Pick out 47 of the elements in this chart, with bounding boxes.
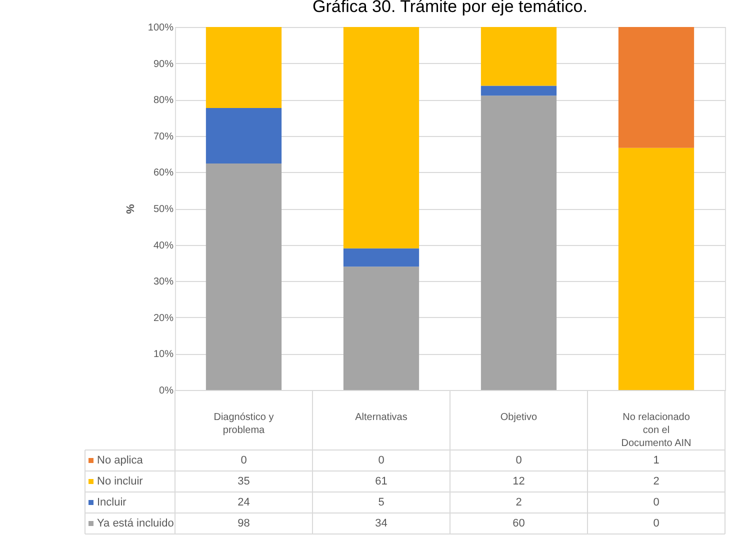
text: 0	[378, 454, 384, 466]
y-axis-title: %	[124, 204, 137, 214]
bar	[343, 266, 420, 390]
text: 2	[516, 496, 522, 508]
legend-label: No incluir	[97, 476, 144, 488]
text: 0	[653, 518, 660, 530]
text: 0	[240, 454, 247, 466]
text: 2	[653, 476, 660, 488]
y-tick-label: 80%	[153, 95, 174, 106]
text: 60	[512, 518, 525, 530]
bar	[618, 27, 694, 148]
y-tick-label: 100%	[148, 22, 174, 34]
legend-label: Ya está incluido	[97, 518, 174, 530]
bar	[206, 27, 282, 108]
text: 34	[375, 518, 388, 530]
y-tick-label: 60%	[153, 168, 174, 179]
x-tick-label: Objetivo	[500, 412, 538, 423]
y-tick-label: 10%	[153, 349, 174, 360]
text: 0	[653, 496, 660, 508]
text: 0	[516, 454, 522, 466]
legend-label: No aplica	[97, 454, 144, 466]
text: 35	[238, 476, 250, 488]
bar	[480, 86, 557, 96]
bar	[206, 163, 282, 390]
bar	[480, 96, 557, 390]
bar	[206, 108, 282, 164]
bar	[343, 27, 420, 248]
text: 5	[378, 496, 384, 508]
legend-label: Incluir	[97, 496, 127, 508]
bar	[480, 27, 557, 86]
bar	[618, 148, 694, 390]
x-tick-label: Diagnóstico y problema	[214, 412, 274, 436]
text: 24	[238, 496, 250, 508]
y-tick-label: 30%	[153, 276, 174, 288]
y-tick-label: 50%	[153, 204, 174, 215]
text: 98	[238, 518, 250, 530]
text: 12	[512, 476, 525, 488]
y-tick-label: 20%	[153, 312, 174, 324]
text: 61	[375, 476, 388, 488]
bar	[343, 248, 420, 267]
y-tick-label: 40%	[153, 240, 174, 252]
y-tick-label: 90%	[153, 58, 174, 70]
y-tick-label: 0%	[159, 386, 174, 396]
text: 1	[653, 454, 660, 466]
y-tick-label: 70%	[153, 131, 174, 142]
x-tick-label: No relacionado con el Documento AIN	[621, 412, 692, 449]
x-tick-label: Alternativas	[355, 412, 408, 423]
